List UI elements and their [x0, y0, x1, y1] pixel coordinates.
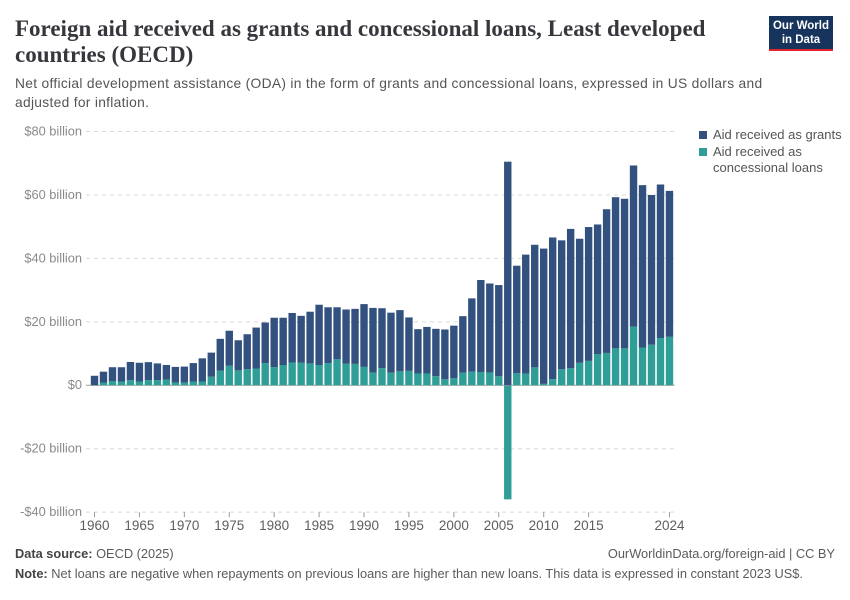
svg-text:2000: 2000	[439, 518, 469, 533]
svg-text:$0: $0	[68, 377, 82, 392]
svg-text:$20 billion: $20 billion	[24, 314, 82, 329]
svg-text:1990: 1990	[349, 518, 379, 533]
svg-text:1980: 1980	[259, 518, 289, 533]
svg-text:-$20 billion: -$20 billion	[20, 441, 82, 456]
svg-text:1960: 1960	[79, 518, 109, 533]
svg-text:$80 billion: $80 billion	[24, 123, 82, 138]
svg-text:1975: 1975	[214, 518, 244, 533]
svg-text:1970: 1970	[169, 518, 199, 533]
svg-text:2015: 2015	[574, 518, 604, 533]
svg-text:2005: 2005	[484, 518, 514, 533]
svg-text:1985: 1985	[304, 518, 334, 533]
svg-text:1965: 1965	[124, 518, 154, 533]
svg-text:$60 billion: $60 billion	[24, 187, 82, 202]
svg-text:$40 billion: $40 billion	[24, 250, 82, 265]
svg-text:-$40 billion: -$40 billion	[20, 504, 82, 519]
svg-text:2010: 2010	[529, 518, 559, 533]
svg-text:1995: 1995	[394, 518, 424, 533]
svg-text:2024: 2024	[654, 518, 685, 533]
